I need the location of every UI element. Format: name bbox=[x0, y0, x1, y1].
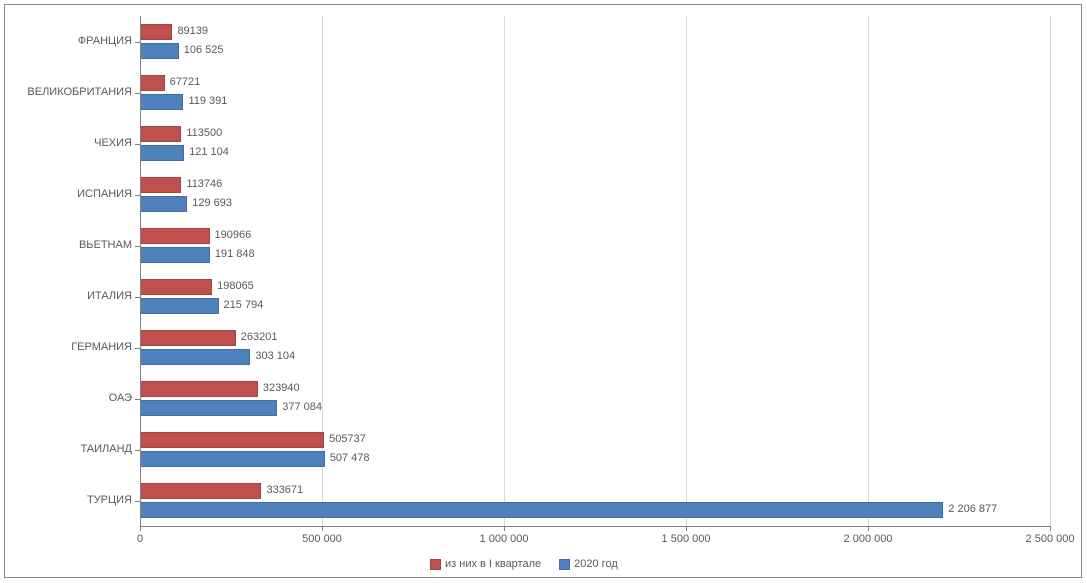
bar bbox=[140, 432, 324, 448]
bar-value-label: 2 206 877 bbox=[948, 503, 997, 515]
x-tickmark bbox=[504, 526, 505, 531]
bar-value-label: 507 478 bbox=[330, 452, 370, 464]
x-gridline bbox=[1050, 16, 1051, 526]
bar-value-label: 377 084 bbox=[282, 401, 322, 413]
bar bbox=[140, 502, 943, 518]
x-gridline bbox=[686, 16, 687, 526]
y-tickmark bbox=[135, 93, 140, 94]
x-tickmark bbox=[140, 526, 141, 531]
y-tickmark bbox=[135, 144, 140, 145]
bar bbox=[140, 247, 210, 263]
bar-value-label: 263201 bbox=[241, 331, 278, 343]
y-tickmark bbox=[135, 246, 140, 247]
bar bbox=[140, 330, 236, 346]
x-tick-label: 1 500 000 bbox=[662, 533, 711, 545]
bar bbox=[140, 145, 184, 161]
bar bbox=[140, 75, 165, 91]
y-tickmark bbox=[135, 348, 140, 349]
bar bbox=[140, 400, 277, 416]
y-category-label: ВЕЛИКОБРИТАНИЯ bbox=[27, 86, 132, 98]
bar bbox=[140, 43, 179, 59]
x-tickmark bbox=[322, 526, 323, 531]
bar-value-label: 129 693 bbox=[192, 197, 232, 209]
y-category-label: ЧЕХИЯ bbox=[94, 137, 132, 149]
bar bbox=[140, 381, 258, 397]
y-tickmark bbox=[135, 450, 140, 451]
bar bbox=[140, 483, 261, 499]
bar-value-label: 333671 bbox=[266, 484, 303, 496]
bar-value-label: 113746 bbox=[186, 178, 222, 190]
legend-swatch bbox=[430, 559, 441, 570]
bar bbox=[140, 279, 212, 295]
y-axis-line bbox=[140, 16, 141, 526]
y-category-label: ТУРЦИЯ bbox=[87, 494, 132, 506]
x-tickmark bbox=[868, 526, 869, 531]
x-tickmark bbox=[686, 526, 687, 531]
bar-value-label: 113500 bbox=[186, 127, 222, 139]
bar bbox=[140, 298, 219, 314]
y-category-label: ИСПАНИЯ bbox=[77, 188, 132, 200]
bar bbox=[140, 196, 187, 212]
y-category-label: ИТАЛИЯ bbox=[87, 290, 132, 302]
bar-value-label: 190966 bbox=[215, 229, 252, 241]
legend: из них в I квартале 2020 год bbox=[430, 558, 618, 570]
y-tickmark bbox=[135, 42, 140, 43]
x-tick-label: 1 000 000 bbox=[480, 533, 529, 545]
y-category-label: ВЬЕТНАМ bbox=[79, 239, 132, 251]
bar-value-label: 198065 bbox=[217, 280, 254, 292]
bar bbox=[140, 94, 183, 110]
bar bbox=[140, 24, 172, 40]
legend-item: 2020 год bbox=[559, 558, 618, 570]
y-category-label: ОАЭ bbox=[109, 392, 132, 404]
y-tickmark bbox=[135, 501, 140, 502]
legend-swatch bbox=[559, 559, 570, 570]
bar-value-label: 119 391 bbox=[188, 95, 227, 107]
bar-value-label: 106 525 bbox=[184, 44, 224, 56]
x-tickmark bbox=[1050, 526, 1051, 531]
bar-value-label: 191 848 bbox=[215, 248, 255, 260]
legend-label: из них в I квартале bbox=[445, 558, 541, 570]
legend-label: 2020 год bbox=[574, 558, 618, 570]
x-gridline bbox=[322, 16, 323, 526]
bar-value-label: 89139 bbox=[177, 25, 208, 37]
bar-value-label: 505737 bbox=[329, 433, 366, 445]
y-tickmark bbox=[135, 297, 140, 298]
x-tick-label: 2 000 000 bbox=[844, 533, 893, 545]
x-gridline bbox=[504, 16, 505, 526]
x-tick-label: 500 000 bbox=[302, 533, 342, 545]
legend-item: из них в I квартале bbox=[430, 558, 541, 570]
y-category-label: ГЕРМАНИЯ bbox=[71, 341, 132, 353]
y-tickmark bbox=[135, 195, 140, 196]
x-tick-label: 0 bbox=[137, 533, 143, 545]
bar bbox=[140, 177, 181, 193]
x-tick-label: 2 500 000 bbox=[1026, 533, 1075, 545]
plot-area bbox=[140, 16, 1050, 526]
bar bbox=[140, 228, 210, 244]
bar-value-label: 121 104 bbox=[189, 146, 229, 158]
bar-value-label: 303 104 bbox=[255, 350, 295, 362]
bar bbox=[140, 451, 325, 467]
y-category-label: ТАИЛАНД bbox=[80, 443, 132, 455]
bar bbox=[140, 126, 181, 142]
bar bbox=[140, 349, 250, 365]
y-category-label: ФРАНЦИЯ bbox=[78, 35, 132, 47]
x-gridline bbox=[868, 16, 869, 526]
y-tickmark bbox=[135, 399, 140, 400]
bar-value-label: 67721 bbox=[170, 76, 201, 88]
bar-value-label: 323940 bbox=[263, 382, 300, 394]
bar-value-label: 215 794 bbox=[224, 299, 264, 311]
x-axis-line bbox=[140, 526, 1050, 527]
